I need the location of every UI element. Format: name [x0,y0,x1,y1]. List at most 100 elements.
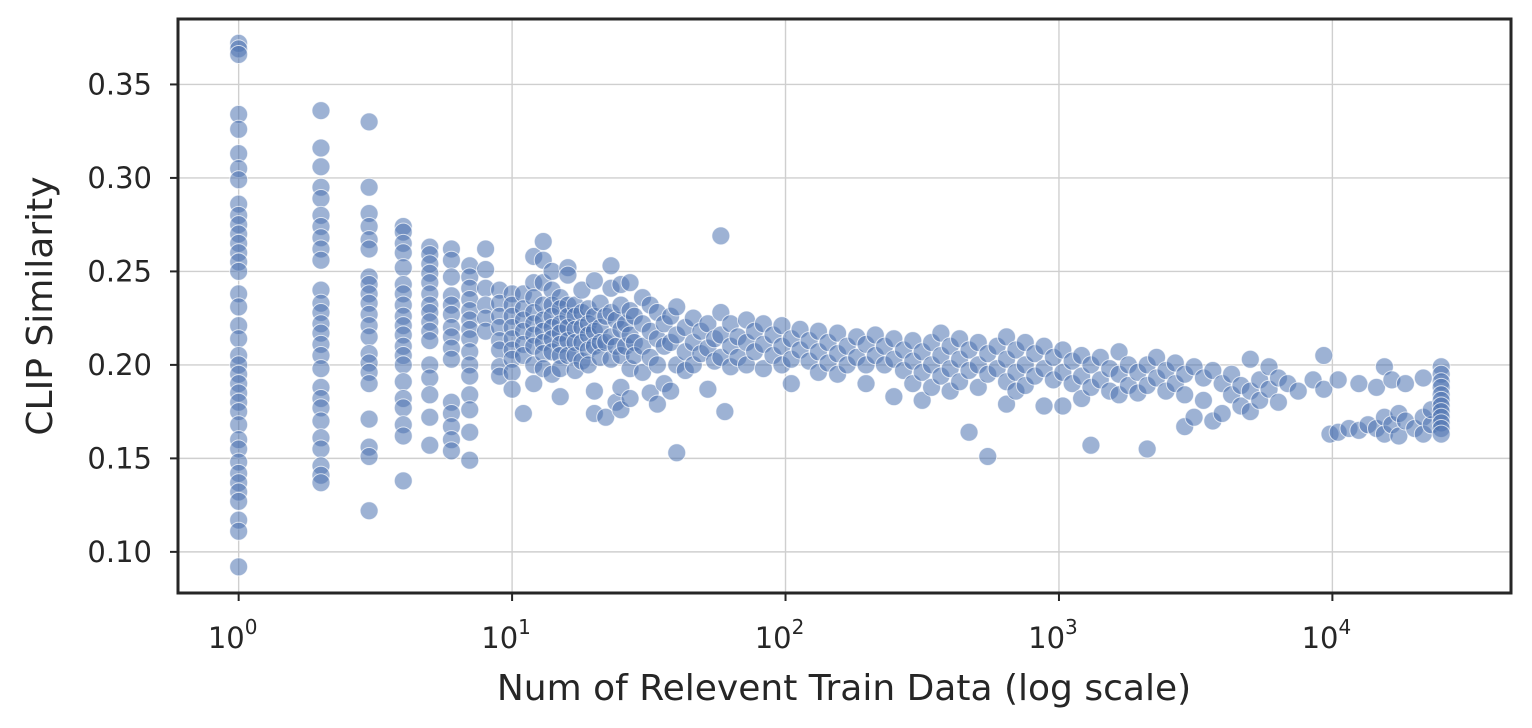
scatter-point [1053,396,1073,416]
scatter-point [311,157,331,177]
scatter-point [1268,392,1288,412]
scatter-point [633,362,653,382]
x-tick-label: 104 [1302,615,1352,655]
scatter-point [1203,361,1223,380]
scatter-point [781,374,801,394]
scatter-point [441,250,461,270]
scatter-point [502,379,522,399]
scatter-point [884,387,904,407]
scatter-point [1328,370,1348,390]
x-tick-exponent: 1 [518,615,531,639]
scatter-point [1349,374,1369,394]
y-tick-label: 0.15 [87,441,152,475]
y-tick-label: 0.30 [87,161,152,195]
scatter-point [476,260,496,280]
scatter-point [311,473,331,493]
scatter-point [601,256,621,276]
scatter-point [647,394,667,414]
scatter-point [1081,435,1101,455]
scatter-point [359,409,379,429]
scatter-point [1137,439,1157,459]
scatter-point [393,471,413,491]
scatter-point [550,387,570,407]
scatter-point [359,501,379,521]
scatter-point [393,355,413,375]
scatter-point [311,411,331,431]
scatter-point [1367,377,1387,397]
scatter-point [359,447,379,467]
scatter-point [667,443,687,463]
scatter-point [359,239,379,259]
scatter-point [311,188,331,208]
scatter-point [997,327,1017,347]
x-axis-label: Num of Relevent Train Data (log scale) [497,668,1191,709]
scatter-point [1184,407,1204,427]
scatter-point [711,226,731,246]
scatter-point [229,261,249,281]
scatter-point [968,377,988,397]
scatter-point [542,261,562,281]
y-tick-label: 0.25 [87,254,152,288]
scatter-point [596,407,616,427]
scatter-point [1034,396,1054,416]
scatter-point [1413,368,1433,388]
scatter-point [229,170,249,190]
scatter-point [393,258,413,278]
scatter-point [698,379,718,399]
scatter-point [828,323,848,343]
scatter-point [1314,379,1334,399]
y-tick-label: 0.35 [87,67,152,101]
scatter-point [420,407,440,427]
scatter-point [647,355,667,375]
scatter-point [229,557,249,577]
scatter-point [311,250,331,270]
plot-frame [176,17,1513,595]
scatter-point [420,331,440,351]
x-tick-exponent: 0 [245,615,258,639]
scatter-point [420,435,440,455]
scatter-point [359,327,379,347]
scatter-point [584,271,604,291]
x-tick-label: 102 [755,615,805,655]
scatter-point [441,441,461,461]
x-tick-base: 10 [1302,621,1339,655]
scatter-point [1240,349,1260,369]
scatter-point [661,381,681,401]
scatter-point [1109,342,1129,362]
points-layer [229,33,1451,577]
x-tick-label: 101 [481,615,531,655]
scatter-point [1193,390,1213,410]
scatter-point [1212,404,1232,424]
scatter-point [229,45,249,65]
scatter-point [620,389,640,409]
scatter-point [229,521,249,541]
scatter-point [912,390,932,410]
scatter-point [229,119,249,139]
scatter-point [1431,424,1451,444]
scatter-point [1288,381,1308,401]
scatter-point [533,232,553,251]
scatter-point [558,265,578,285]
scatter-point [1175,385,1195,405]
x-tick-base: 10 [755,621,792,655]
scatter-point [978,447,998,467]
scatter-point [997,394,1017,414]
scatter-point [772,316,792,336]
x-tick-exponent: 3 [1065,615,1078,639]
scatter-point [460,400,480,420]
scatter-point [311,138,331,158]
scatter-point [715,402,735,422]
x-tick-base: 10 [208,621,245,655]
x-tick-exponent: 2 [792,615,805,639]
x-tick-label: 100 [208,615,258,655]
scatter-point [667,297,687,317]
scatter-point [476,239,496,259]
scatter-point [420,385,440,405]
scatter-point [502,362,522,382]
scatter-point [393,398,413,418]
scatter-point [856,374,876,394]
scatter-point [311,439,331,459]
scatter-point [311,359,331,379]
